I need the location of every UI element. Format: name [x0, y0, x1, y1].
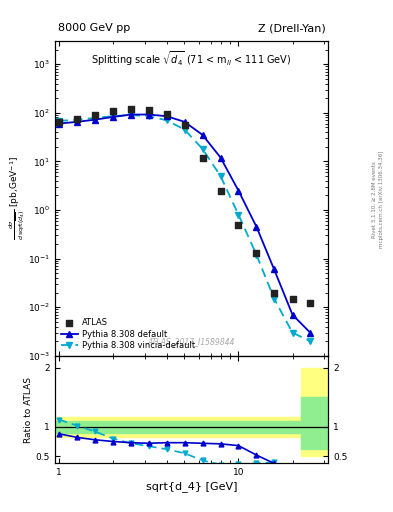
Y-axis label: $\frac{d\sigma}{d\,\mathrm{sqrt}(\overline{d_4})}$ [pb,GeV$^{-1}$]: $\frac{d\sigma}{d\,\mathrm{sqrt}(\overli… — [8, 156, 26, 241]
Pythia 8.308 vincia-default — [254, 252, 259, 258]
ATLAS — [253, 249, 260, 257]
Text: 8000 GeV pp: 8000 GeV pp — [58, 23, 130, 33]
Pythia 8.308 vincia-default — [308, 338, 312, 344]
Text: ATLAS_2017_I1589844: ATLAS_2017_I1589844 — [148, 337, 235, 347]
Pythia 8.308 default — [290, 312, 295, 318]
Pythia 8.308 default — [111, 114, 116, 120]
Pythia 8.308 vincia-default — [290, 330, 295, 336]
ATLAS — [92, 111, 98, 119]
Y-axis label: Ratio to ATLAS: Ratio to ATLAS — [24, 377, 33, 442]
ATLAS — [271, 288, 277, 296]
Pythia 8.308 default — [57, 120, 61, 126]
Legend: ATLAS, Pythia 8.308 default, Pythia 8.308 vincia-default: ATLAS, Pythia 8.308 default, Pythia 8.30… — [59, 316, 196, 352]
ATLAS — [289, 294, 296, 303]
Text: Splitting scale $\sqrt{d_4}$ (71 < m$_{ll}$ < 111 GeV): Splitting scale $\sqrt{d_4}$ (71 < m$_{l… — [91, 49, 292, 68]
Pythia 8.308 default — [272, 266, 277, 272]
ATLAS — [235, 221, 242, 229]
Pythia 8.308 default — [254, 224, 259, 230]
Pythia 8.308 default — [308, 330, 312, 336]
Pythia 8.308 default — [129, 112, 133, 118]
Pythia 8.308 default — [146, 112, 151, 118]
X-axis label: sqrt{d_4} [GeV]: sqrt{d_4} [GeV] — [146, 481, 237, 493]
Pythia 8.308 default — [75, 119, 79, 125]
ATLAS — [110, 106, 116, 115]
Text: Z (Drell-Yan): Z (Drell-Yan) — [258, 23, 325, 33]
Pythia 8.308 default — [200, 132, 205, 138]
Pythia 8.308 vincia-default — [146, 113, 151, 119]
Pythia 8.308 vincia-default — [236, 211, 241, 218]
Pythia 8.308 vincia-default — [129, 112, 133, 118]
Text: mcplots.cern.ch [arXiv:1306.34,36]: mcplots.cern.ch [arXiv:1306.34,36] — [379, 151, 384, 248]
Text: Rivet 3.1.10, ≥ 2.8M events: Rivet 3.1.10, ≥ 2.8M events — [372, 161, 376, 238]
Pythia 8.308 vincia-default — [182, 126, 187, 133]
ATLAS — [182, 121, 188, 130]
ATLAS — [145, 105, 152, 114]
Pythia 8.308 default — [218, 155, 223, 161]
Pythia 8.308 vincia-default — [272, 295, 277, 302]
Pythia 8.308 default — [182, 119, 187, 125]
Pythia 8.308 vincia-default — [218, 173, 223, 179]
ATLAS — [163, 110, 170, 118]
Pythia 8.308 vincia-default — [57, 118, 61, 124]
Line: Pythia 8.308 vincia-default: Pythia 8.308 vincia-default — [56, 112, 313, 344]
ATLAS — [74, 115, 80, 123]
ATLAS — [200, 154, 206, 162]
Pythia 8.308 vincia-default — [164, 117, 169, 123]
Pythia 8.308 default — [164, 113, 169, 119]
Pythia 8.308 default — [92, 117, 97, 123]
ATLAS — [56, 118, 62, 126]
Pythia 8.308 vincia-default — [75, 117, 79, 123]
ATLAS — [128, 105, 134, 113]
Pythia 8.308 vincia-default — [111, 113, 116, 119]
ATLAS — [307, 300, 313, 308]
Pythia 8.308 vincia-default — [200, 146, 205, 152]
Pythia 8.308 vincia-default — [92, 115, 97, 121]
Pythia 8.308 default — [236, 187, 241, 194]
ATLAS — [217, 186, 224, 195]
Line: Pythia 8.308 default: Pythia 8.308 default — [56, 112, 313, 335]
